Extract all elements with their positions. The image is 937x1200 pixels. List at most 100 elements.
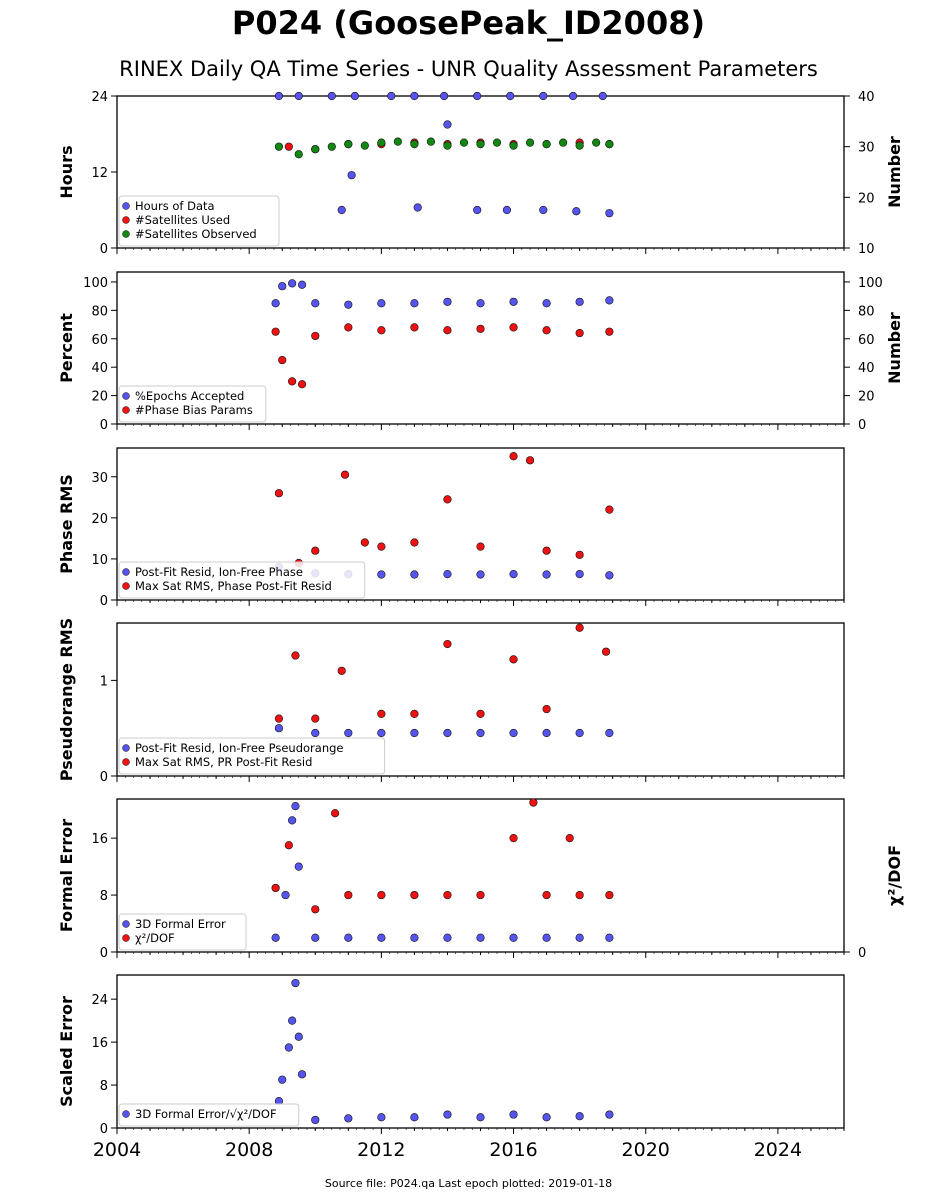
legend-marker-blue (122, 1110, 130, 1118)
y-right-tick-label: 30 (858, 141, 875, 156)
data-point-blue (281, 890, 290, 900)
y-tick-label: 0 (100, 770, 108, 785)
y-tick-label: 20 (91, 512, 108, 527)
data-point-blue (377, 728, 386, 738)
data-point-blue (509, 1110, 518, 1119)
data-point-green (559, 138, 568, 147)
data-point-red (344, 890, 353, 900)
y-tick-label: 0 (100, 946, 108, 961)
y-axis-label: Pseudorange RMS (57, 618, 76, 781)
data-point-red (575, 328, 584, 338)
legend-marker-red (122, 216, 130, 224)
y-right-tick-label: 80 (858, 304, 875, 319)
legend-box (118, 737, 386, 775)
data-point-red (509, 452, 518, 461)
data-point-blue (568, 91, 578, 101)
data-point-blue (476, 728, 485, 738)
data-point-blue (377, 570, 386, 579)
data-point-blue (344, 933, 353, 942)
y-tick-label: 0 (100, 242, 108, 257)
legend-marker-blue (122, 202, 130, 210)
y-tick-label: 30 (91, 471, 108, 486)
data-point-red (605, 505, 614, 514)
y-right-tick-label: 20 (858, 390, 875, 405)
data-point-red (509, 834, 518, 843)
y-right-tick-label: 40 (858, 90, 875, 105)
data-point-red (337, 666, 346, 675)
data-point-green (410, 140, 419, 149)
legend-box (118, 561, 366, 599)
data-point-red (575, 623, 584, 632)
data-point-blue (327, 91, 336, 101)
data-point-blue (443, 1110, 452, 1119)
data-point-green (426, 137, 436, 146)
data-point-blue (377, 1113, 386, 1122)
data-point-blue (575, 297, 584, 306)
data-point-green (311, 145, 320, 154)
data-point-blue (377, 933, 386, 942)
legend-box (118, 385, 267, 423)
data-point-blue (311, 1115, 320, 1125)
data-point-green (492, 138, 502, 147)
y-right-tick-label: 20 (858, 191, 875, 206)
legend-label: #Satellites Observed (135, 227, 257, 241)
data-point-blue (410, 570, 419, 579)
legend-label: #Phase Bias Params (135, 403, 253, 417)
data-point-blue (288, 279, 297, 288)
y-tick-label: 0 (100, 418, 108, 433)
data-point-blue (440, 91, 449, 101)
data-point-blue (410, 1113, 419, 1122)
data-point-red (377, 542, 386, 551)
data-point-blue (575, 933, 584, 942)
data-point-red (284, 142, 293, 151)
legend-label: %Epochs Accepted (135, 389, 244, 403)
legend-label: 3D Formal Error (135, 917, 226, 931)
data-point-red (529, 798, 538, 807)
data-point-red (284, 841, 293, 850)
data-point-red (311, 905, 320, 914)
y-right-tick-label: 10 (858, 242, 875, 257)
data-point-red (542, 704, 551, 714)
y-right-tick-label: 100 (858, 276, 883, 291)
data-point-blue (344, 728, 353, 738)
data-point-red (476, 709, 485, 718)
y-tick-label: 8 (100, 889, 108, 904)
y-tick-label: 0 (100, 1122, 108, 1137)
y-axis-label: Percent (57, 313, 76, 383)
data-point-blue (387, 91, 396, 101)
data-point-blue (271, 933, 280, 942)
data-point-red (476, 542, 485, 551)
data-point-blue (598, 91, 607, 101)
data-point-green (459, 138, 469, 147)
data-point-red (410, 709, 419, 718)
legend-marker-red (122, 758, 130, 766)
data-point-blue (350, 91, 360, 101)
data-point-blue (572, 207, 581, 216)
data-point-green (575, 141, 584, 150)
data-point-red (542, 326, 551, 335)
data-point-blue (311, 728, 320, 738)
y-tick-label: 10 (91, 553, 108, 568)
data-point-red (297, 380, 307, 389)
data-point-blue (506, 91, 515, 101)
data-point-green (393, 137, 402, 146)
data-point-red (288, 377, 297, 386)
legend-marker-green (122, 230, 130, 238)
data-point-red (274, 489, 284, 498)
data-point-red (340, 470, 350, 479)
data-point-blue (311, 299, 320, 308)
data-point-red (476, 324, 485, 333)
y-right-tick-label: 60 (858, 333, 875, 348)
data-point-blue (476, 570, 485, 579)
y-tick-label: 1 (100, 674, 108, 689)
data-point-blue (542, 728, 551, 738)
y-axis-label: Hours (57, 145, 76, 198)
data-point-blue (443, 728, 452, 738)
y-right-tick-label: 40 (858, 361, 875, 376)
y-axis-label: Scaled Error (57, 996, 76, 1107)
y-right-tick-label: 0 (858, 418, 866, 433)
data-point-red (476, 890, 485, 900)
data-point-red (291, 651, 300, 660)
data-point-green (605, 140, 614, 149)
data-point-blue (291, 802, 300, 811)
